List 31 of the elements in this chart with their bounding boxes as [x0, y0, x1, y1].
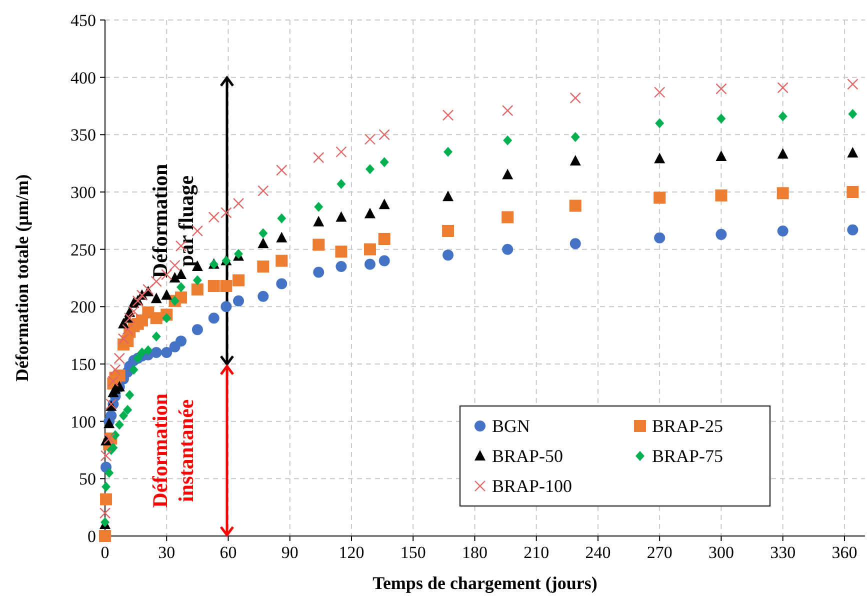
x-tick-label: 180 — [462, 543, 488, 562]
x-tick-label: 60 — [220, 543, 237, 562]
x-tick-label: 150 — [400, 543, 426, 562]
y-tick-label: 150 — [70, 355, 96, 374]
y-tick-label: 250 — [70, 240, 96, 260]
y-tick-label: 50 — [79, 470, 96, 489]
y-axis-title: Déformation totale (µm/m) — [12, 174, 32, 382]
x-tick-label: 210 — [524, 543, 550, 562]
legend-label: BRAP-75 — [652, 446, 724, 466]
x-tick-label: 90 — [281, 543, 298, 562]
x-tick-label: 330 — [770, 543, 796, 562]
legend-label: BRAP-50 — [492, 446, 564, 466]
annotation: Déformation instantanée — [148, 393, 198, 508]
x-tick-label: 300 — [708, 543, 734, 562]
y-tick-label: 400 — [70, 68, 96, 88]
legend-label: BRAP-25 — [652, 416, 724, 436]
y-tick-label: 350 — [70, 126, 96, 145]
y-tick-label: 300 — [70, 183, 96, 202]
y-tick-label: 100 — [70, 412, 96, 432]
legend-label: BRAP-100 — [492, 476, 572, 496]
y-tick-label: 0 — [88, 527, 96, 546]
legend-label: BGN — [492, 416, 530, 436]
x-tick-label: 120 — [338, 543, 364, 562]
x-tick-label: 240 — [585, 543, 611, 562]
y-tick-label: 450 — [70, 11, 96, 30]
x-tick-label: 30 — [158, 543, 176, 562]
x-axis-title: Temps de chargement (jours) — [372, 573, 598, 593]
x-tick-label: 360 — [832, 543, 858, 562]
x-tick-label: 270 — [646, 543, 672, 562]
x-tick-label: 0 — [100, 543, 110, 562]
y-tick-label: 200 — [70, 298, 96, 317]
